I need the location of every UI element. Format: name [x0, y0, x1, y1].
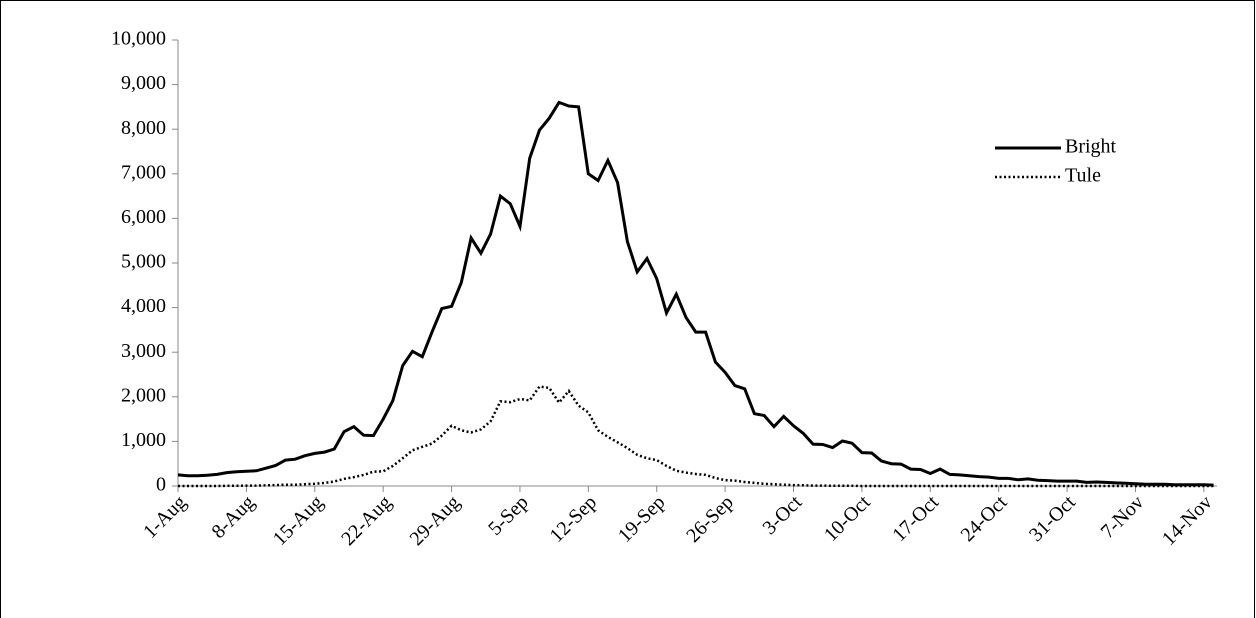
y-tick-label: 10,000 — [111, 28, 166, 50]
y-tick-label: 4,000 — [121, 295, 166, 317]
y-tick-label: 7,000 — [121, 161, 166, 183]
x-tick-label: 17-Oct — [888, 491, 943, 546]
x-tick-label: 26-Sep — [682, 491, 738, 547]
x-tick-label: 31-Oct — [1025, 491, 1080, 546]
x-tick-label: 7-Nov — [1097, 491, 1149, 543]
legend-label: Tule — [1065, 165, 1101, 187]
series-line — [177, 100, 1214, 487]
y-tick-label: 0 — [156, 474, 166, 496]
x-tick-label: 3-Oct — [759, 491, 807, 539]
x-tick-label: 10-Oct — [820, 491, 875, 546]
x-tick-label: 1-Aug — [139, 491, 191, 543]
y-tick-label: 3,000 — [121, 340, 166, 362]
x-tick-label: 14-Nov — [1158, 491, 1217, 550]
y-tick-label: 1,000 — [121, 429, 166, 451]
legend-label: Bright — [1065, 136, 1117, 158]
series-line — [178, 385, 1214, 488]
y-tick-label: 9,000 — [121, 72, 166, 94]
x-tick-label: 8-Aug — [207, 491, 259, 543]
x-tick-label: 5-Sep — [484, 491, 533, 540]
y-tick-label: 6,000 — [121, 206, 166, 228]
x-tick-label: 15-Aug — [269, 491, 328, 550]
y-tick-label: 2,000 — [121, 384, 166, 406]
x-tick-label: 29-Aug — [406, 491, 465, 550]
y-tick-label: 8,000 — [121, 117, 166, 139]
y-tick-label: 5,000 — [121, 251, 166, 273]
x-tick-label: 24-Oct — [957, 491, 1012, 546]
x-tick-label: 12-Sep — [545, 491, 601, 547]
x-tick-label: 22-Aug — [337, 491, 396, 550]
x-tick-label: 19-Sep — [614, 491, 670, 547]
